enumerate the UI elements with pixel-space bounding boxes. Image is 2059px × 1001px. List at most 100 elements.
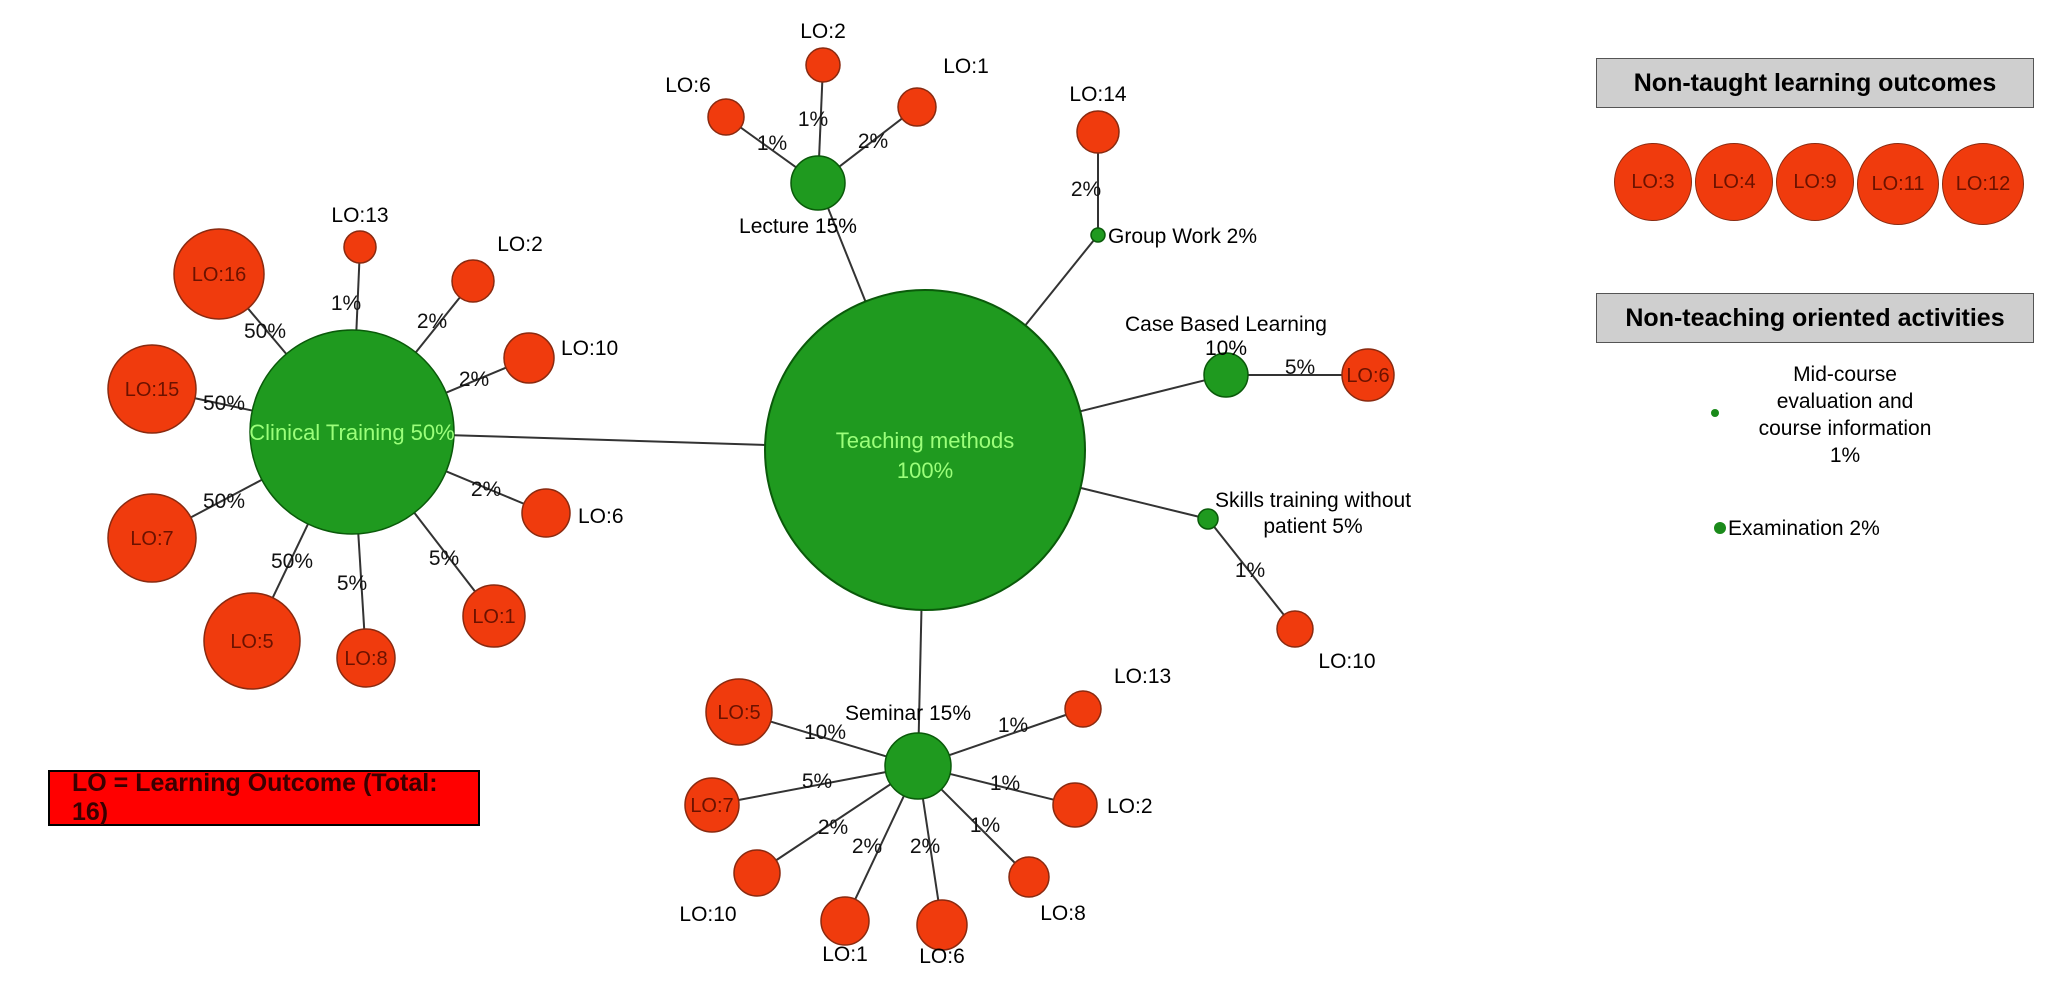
outcome-label: LO:13 xyxy=(1114,665,1171,688)
outcome-node-lo6 xyxy=(521,488,571,538)
outcome-node-lo5 xyxy=(705,678,773,746)
edge-percent-label: 10% xyxy=(804,721,846,744)
edge-percent-label: 50% xyxy=(271,550,313,573)
edge-percent-label: 2% xyxy=(471,478,501,501)
outcome-label: LO:6 xyxy=(665,74,711,97)
center-node-teaching-methods xyxy=(764,289,1086,611)
outcome-node-lo2 xyxy=(805,47,841,83)
edge-clinical-training-outcome-4 xyxy=(271,523,309,599)
outcome-label: LO:2 xyxy=(800,20,846,43)
outcome-label: LO:6 xyxy=(1346,365,1389,387)
outcome-label: LO:16 xyxy=(192,264,246,286)
edge-seminar-outcome-5 xyxy=(940,788,1016,864)
labels-layer: LO:13 1% LO:16 50% LO:15 50% LO:7 50% LO:5 50% LO:… xyxy=(125,20,1411,968)
edge-center-clinical-training xyxy=(453,434,766,446)
method-node-seminar xyxy=(884,732,952,800)
method-node-lecture xyxy=(790,155,846,211)
outcome-node-lo8 xyxy=(1008,856,1050,898)
edge-percent-label: 1% xyxy=(998,714,1028,737)
edge-clinical-training-outcome-2 xyxy=(194,397,253,412)
method-percent-skills-training-without-patient: patient 5% xyxy=(1263,515,1362,538)
outcome-label: LO:8 xyxy=(1040,902,1086,925)
outcome-label: LO:7 xyxy=(690,795,733,817)
outcome-node-lo16 xyxy=(173,228,265,320)
outcome-node-lo10 xyxy=(733,849,781,897)
edge-center-lecture xyxy=(827,207,867,302)
legend-lo-text: LO = Learning Outcome (Total: 16) xyxy=(72,769,438,826)
legend-non-taught-title: Non-taught learning outcomes xyxy=(1633,68,1997,97)
edge-percent-label: 1% xyxy=(990,772,1020,795)
edge-clinical-training-outcome-0 xyxy=(355,262,361,331)
outcome-node-lo1 xyxy=(897,87,937,127)
outcome-node-lo10 xyxy=(503,332,555,384)
activity-label-mid-course-evaluation: Mid-course evaluation and course informati… xyxy=(1758,363,1932,467)
legend-lo-definition: LO = Learning Outcome (Total: 16) xyxy=(48,769,480,826)
edge-percent-label: 5% xyxy=(429,547,459,570)
edge-percent-label: 5% xyxy=(1285,356,1315,379)
outcome-label: LO:1 xyxy=(822,943,868,966)
edges-layer xyxy=(190,81,1342,901)
non-taught-chip-lo9: LO:9 xyxy=(1776,143,1854,221)
outcome-node-lo6 xyxy=(1341,348,1395,402)
method-label-skills-training-without-patient: Skills training without xyxy=(1215,489,1411,512)
edge-percent-label: 5% xyxy=(802,770,832,793)
outcome-node-lo7 xyxy=(684,777,740,833)
method-label-clinical-training: Clinical Training 50% xyxy=(249,420,454,445)
edge-percent-label: 2% xyxy=(1071,178,1101,201)
non-taught-chip-lo12: LO:12 xyxy=(1942,143,2024,225)
edge-center-skills-training-without-patient xyxy=(1080,486,1199,518)
outcome-label: LO:5 xyxy=(230,631,273,653)
edge-percent-label: 2% xyxy=(858,130,888,153)
center-node-percent: 100% xyxy=(897,458,953,483)
edge-percent-label: 50% xyxy=(244,320,286,343)
edge-percent-label: 50% xyxy=(203,392,245,415)
outcome-label: LO:13 xyxy=(331,204,388,227)
edge-percent-label: 2% xyxy=(852,835,882,858)
edge-percent-label: 1% xyxy=(798,108,828,131)
edge-skills-training-without-patient-outcome-0 xyxy=(1213,526,1285,616)
edge-center-seminar xyxy=(917,609,923,734)
edge-percent-label: 5% xyxy=(337,572,367,595)
outcome-label: LO:10 xyxy=(679,903,736,926)
edge-percent-label: 2% xyxy=(910,835,940,858)
outcome-label: LO:14 xyxy=(1069,83,1127,106)
outcome-node-lo13 xyxy=(343,230,377,264)
edge-seminar-outcome-0 xyxy=(770,720,887,758)
edge-center-case-based-learning xyxy=(1080,379,1205,413)
outcome-label: LO:5 xyxy=(717,702,760,724)
outcome-label: LO:2 xyxy=(497,233,543,256)
edge-percent-label: 1% xyxy=(331,292,361,315)
edge-clinical-training-outcome-1 xyxy=(247,307,288,355)
non-taught-chip-lo3: LO:3 xyxy=(1614,143,1692,221)
outcome-node-lo2 xyxy=(1052,782,1098,828)
edge-seminar-outcome-2 xyxy=(775,783,892,862)
edge-seminar-outcome-4 xyxy=(921,798,940,901)
outcome-label: LO:2 xyxy=(1107,795,1153,818)
edge-percent-label: 1% xyxy=(970,814,1000,837)
edge-clinical-training-outcome-8 xyxy=(445,366,507,394)
activity-label-examination: Examination 2% xyxy=(1728,517,1880,540)
legend-non-teaching-header: Non-teaching oriented activities xyxy=(1596,293,2034,343)
outcome-node-lo5 xyxy=(203,592,301,690)
edge-percent-label: 2% xyxy=(417,310,447,333)
non-taught-chip-lo11: LO:11 xyxy=(1857,143,1939,225)
activity-marker-mid-course-evaluation xyxy=(1711,409,1719,417)
outcome-label: LO:15 xyxy=(125,379,179,401)
outcome-node-lo8 xyxy=(336,628,396,688)
edge-percent-label: 2% xyxy=(818,816,848,839)
method-label-seminar: Seminar 15% xyxy=(845,702,971,725)
outcome-node-lo1 xyxy=(820,896,870,946)
method-label-lecture: Lecture 15% xyxy=(739,215,857,238)
edge-clinical-training-outcome-5 xyxy=(357,533,366,630)
edge-seminar-outcome-7 xyxy=(948,713,1067,757)
edge-lecture-outcome-1 xyxy=(818,81,824,157)
outcome-label: LO:1 xyxy=(943,55,989,78)
outcome-node-lo13 xyxy=(1064,690,1102,728)
outcome-node-lo6 xyxy=(916,899,968,951)
method-percent-case-based-learning: 10% xyxy=(1205,337,1247,360)
legend-non-taught-header: Non-taught learning outcomes xyxy=(1596,58,2034,108)
outcome-label: LO:10 xyxy=(1318,650,1375,673)
edge-clinical-training-outcome-3 xyxy=(190,478,263,519)
outcome-node-lo10 xyxy=(1276,610,1314,648)
